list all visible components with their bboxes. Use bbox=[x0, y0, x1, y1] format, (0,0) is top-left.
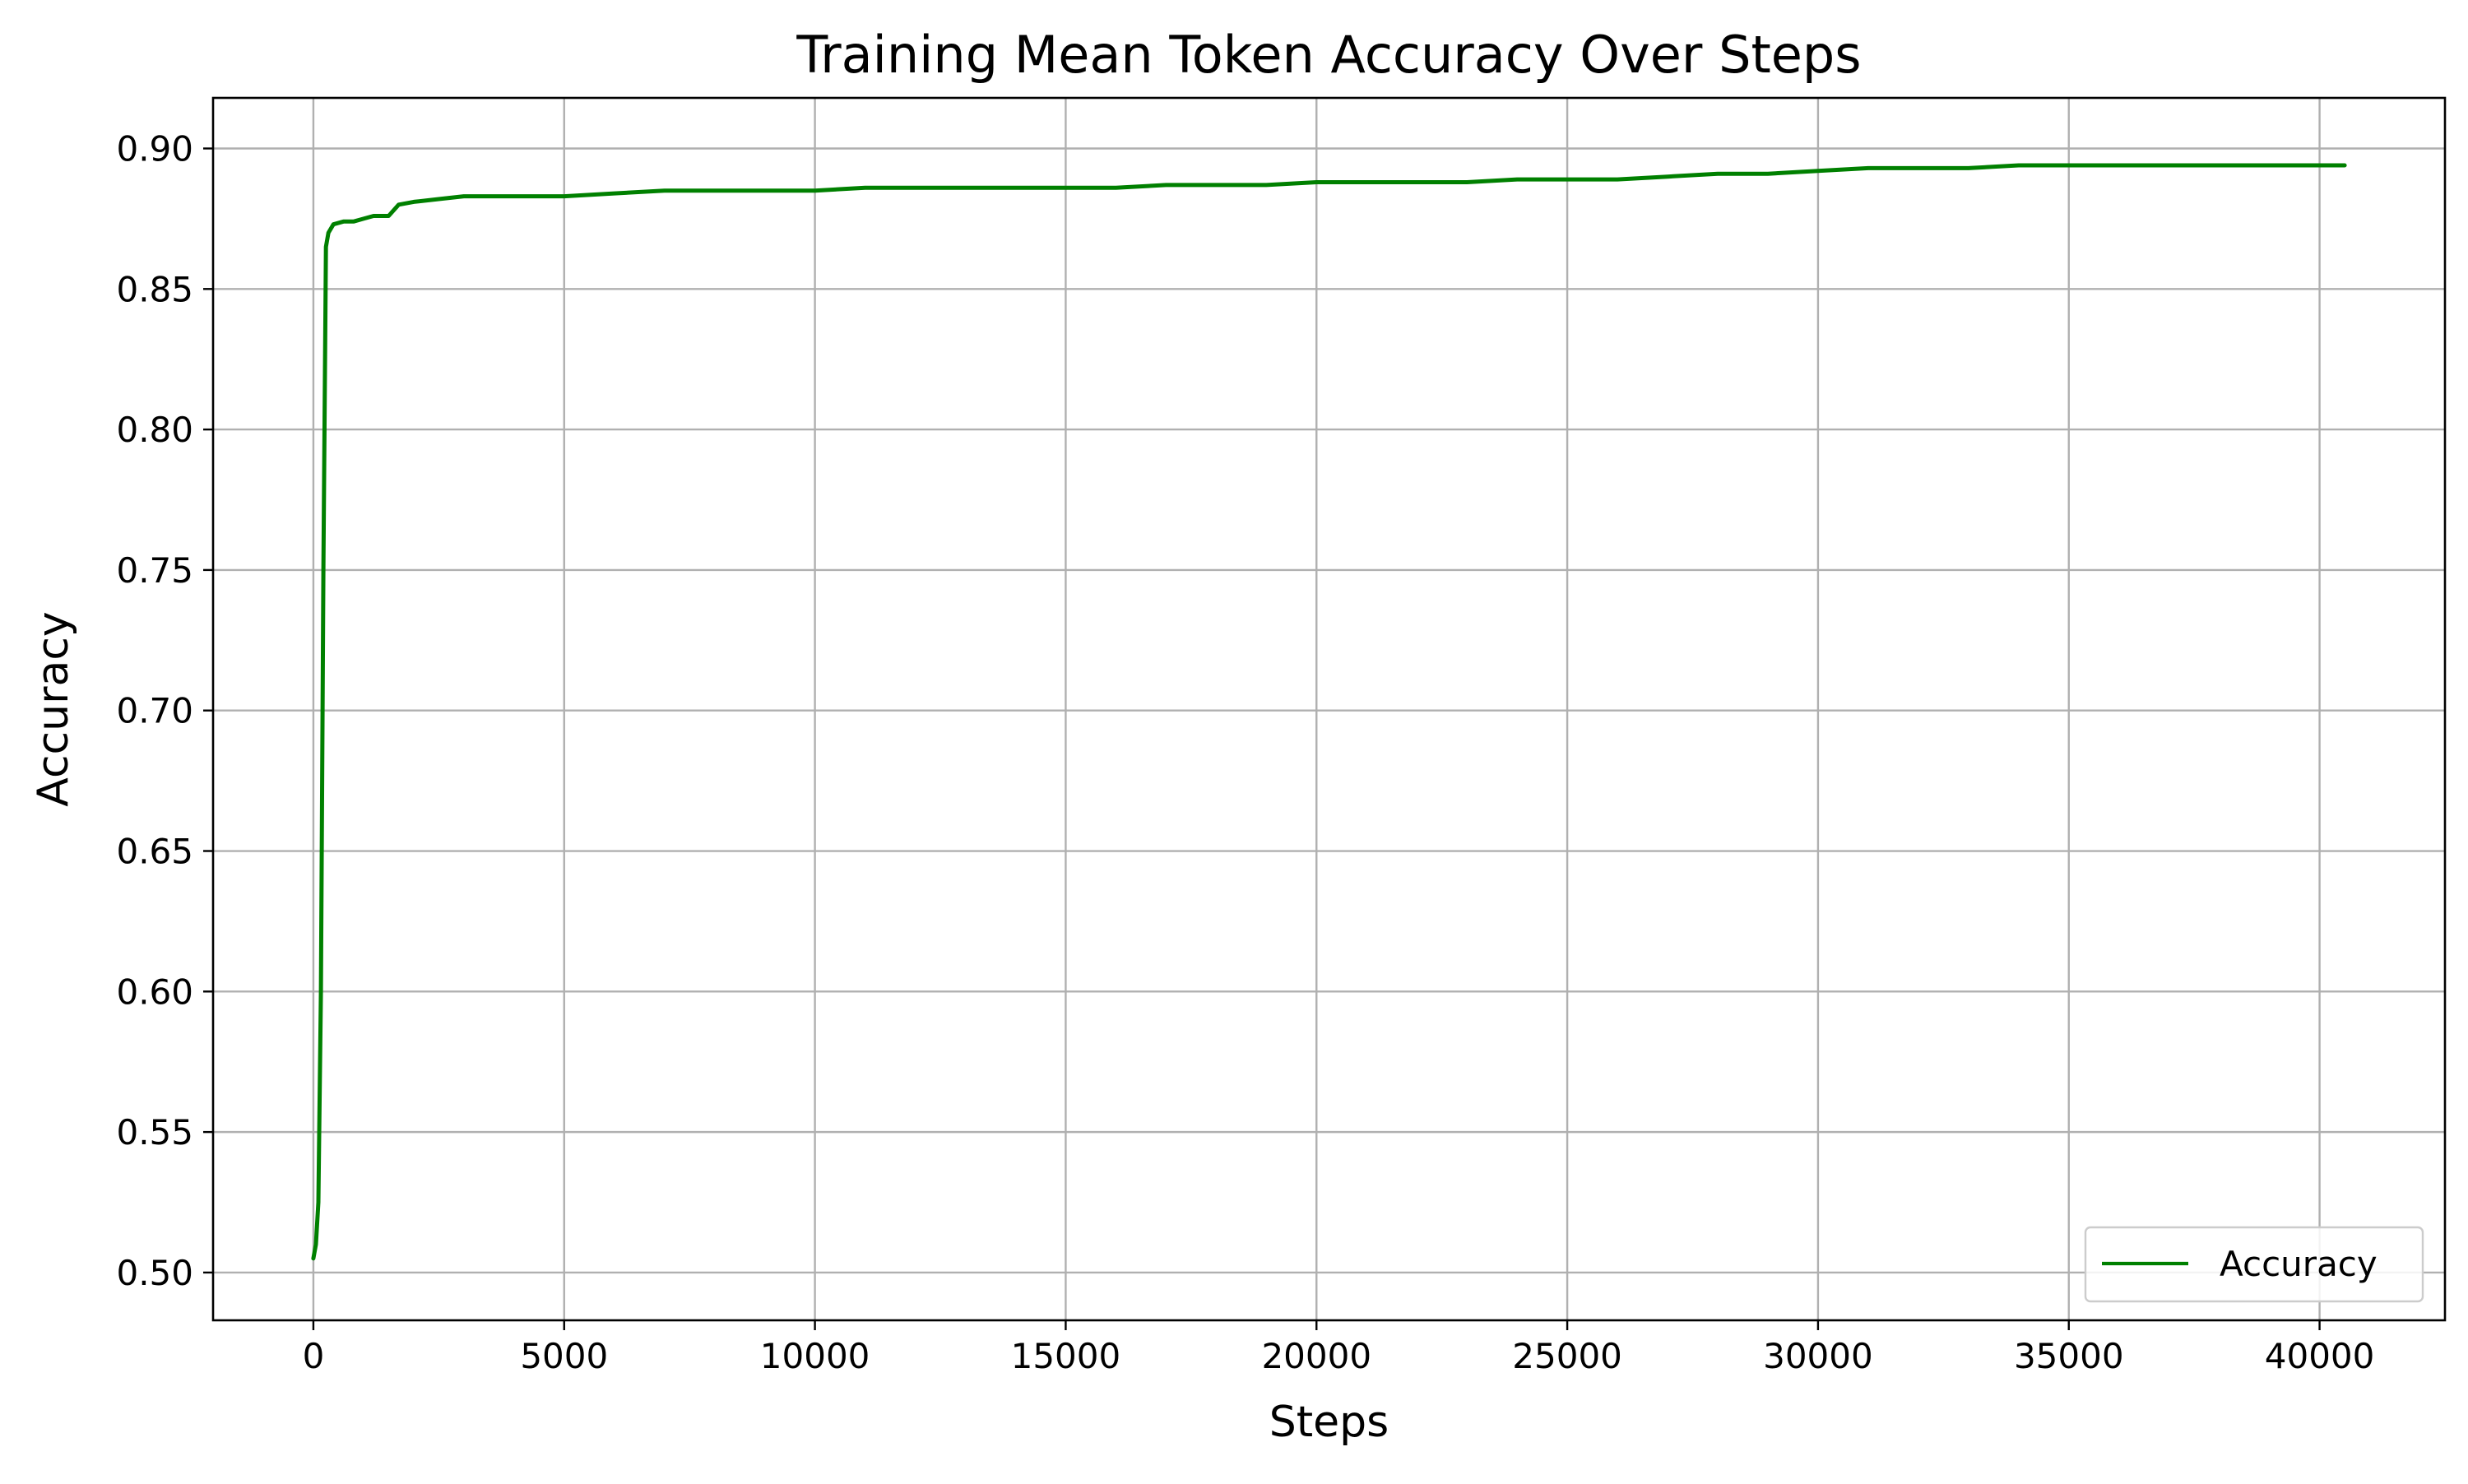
x-tick-label: 40000 bbox=[2265, 1336, 2375, 1376]
x-tick-label: 0 bbox=[303, 1336, 325, 1376]
x-tick-label: 35000 bbox=[2014, 1336, 2124, 1376]
y-axis-label: Accuracy bbox=[29, 611, 78, 806]
y-tick-label: 0.70 bbox=[116, 691, 193, 731]
x-tick-label: 10000 bbox=[760, 1336, 870, 1376]
plot-frame bbox=[211, 96, 2447, 1322]
legend-box bbox=[2084, 1226, 2424, 1303]
y-tick-label: 0.60 bbox=[116, 972, 193, 1012]
x-tick-label: 15000 bbox=[1011, 1336, 1121, 1376]
y-tick-label: 0.90 bbox=[116, 128, 193, 169]
y-tick-label: 0.50 bbox=[116, 1253, 193, 1293]
data-layer bbox=[311, 163, 2347, 1261]
y-tick-label: 0.65 bbox=[116, 832, 193, 872]
chart-title: Training Mean Token Accuracy Over Steps bbox=[796, 25, 1861, 85]
legend-label-accuracy: Accuracy bbox=[2220, 1244, 2378, 1284]
x-tick-label: 25000 bbox=[1512, 1336, 1622, 1376]
x-tick-label: 5000 bbox=[520, 1336, 608, 1376]
x-tick-label: 20000 bbox=[1261, 1336, 1371, 1376]
ticks-layer: 0 5000 10000 15000 20000 25000 30000 35000 40000… bbox=[116, 128, 2374, 1376]
y-tick-label: 0.80 bbox=[116, 410, 193, 450]
series-line-accuracy bbox=[311, 163, 2347, 1261]
x-tick-label: 30000 bbox=[1763, 1336, 1873, 1376]
grid-layer bbox=[213, 98, 2445, 1320]
legend: Accuracy bbox=[2084, 1226, 2424, 1303]
y-tick-label: 0.85 bbox=[116, 269, 193, 309]
y-tick-label: 0.75 bbox=[116, 550, 193, 591]
y-tick-label: 0.55 bbox=[116, 1112, 193, 1152]
x-axis-label: Steps bbox=[1269, 1398, 1389, 1447]
